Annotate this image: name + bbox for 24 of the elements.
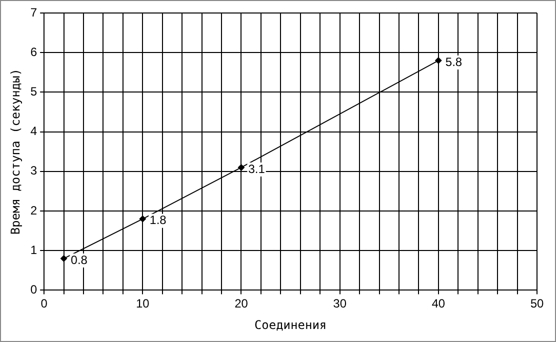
data-label: 5.8 bbox=[445, 54, 462, 69]
data-label: 3.1 bbox=[248, 162, 266, 176]
point bbox=[434, 57, 442, 64]
x-tick-label: 30 bbox=[333, 296, 347, 311]
x-tick-label: 50 bbox=[530, 296, 544, 311]
point bbox=[238, 164, 245, 171]
y-tick-label: 3 bbox=[30, 164, 38, 178]
x-tick-label: 0 bbox=[40, 296, 48, 311]
y-tick-label: 2 bbox=[30, 203, 38, 218]
y-tick-label: 5 bbox=[30, 84, 38, 99]
y-axis-title: Время доступа (секунды) bbox=[8, 68, 22, 235]
y-tick-label: 0 bbox=[30, 282, 38, 297]
y-tick-label: 4 bbox=[30, 124, 38, 138]
x-axis-title: Соединения bbox=[254, 318, 327, 332]
y-tick-label: 6 bbox=[30, 44, 38, 59]
x-tick-label: 20 bbox=[234, 296, 248, 311]
point bbox=[60, 255, 68, 262]
x-tick-label: 40 bbox=[432, 296, 446, 311]
point bbox=[139, 215, 146, 222]
x-tick-label: 10 bbox=[136, 296, 150, 311]
data-label: 0.8 bbox=[70, 252, 88, 267]
y-tick-label: 7 bbox=[30, 5, 38, 20]
data-label: 1.8 bbox=[150, 213, 167, 228]
y-tick-label: 1 bbox=[30, 242, 38, 257]
